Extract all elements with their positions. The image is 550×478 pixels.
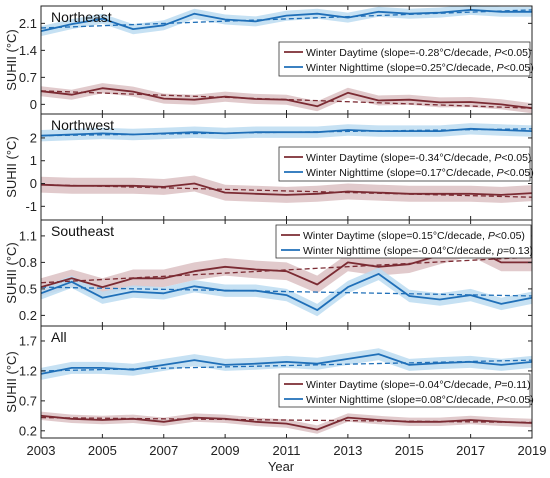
y-tick-label-northeast: 1.4 [19,43,37,58]
y-axis-label-northeast: SUHII (°C) [4,29,19,91]
band-nighttime-northeast [41,4,532,37]
panel-all: 0.2 0.7 1.2 1.7 All SUHII (°C) Winter Daytime … [4,325,534,439]
legend-entry-nighttime: Winter Nighttime (slope=-0.04°C/decade, … [303,245,533,257]
legend-all: Winter Daytime (slope=-0.04°C/decade, P=… [278,373,534,408]
band-nighttime-southeast [41,267,532,317]
trend-line-daytime-southeast [40,256,533,284]
y-tick-label-northwest: 2 [30,130,37,145]
legend-northeast: Winter Daytime (slope=-0.28°C/decade, P<… [278,41,534,77]
y-tick-label-northwest: -1 [25,199,37,214]
y-tick-label-southeast: 1.1 [19,228,37,243]
x-axis-label: Year [268,459,295,474]
x-tick-label: 2013 [333,443,362,458]
y-tick-label-southeast: 0.8 [19,255,37,270]
panel-northwest: -1 0 1 2 Northwest SUHII (°C) Winter Daytime (… [4,113,534,221]
legend-box-northeast [278,41,531,77]
panel-northeast: 0 0.7 1.4 2.1 Northeast SUHII (°C) Winter Dayt… [4,4,534,115]
series-line-nighttime-northwest [40,127,533,137]
series-line-daytime-northwest [40,182,533,196]
y-tick-label-northwest: 0 [30,176,37,191]
trend-line-daytime-northeast [40,90,533,109]
y-tick-label-all: 1.2 [19,363,37,378]
series-line-nighttime-northeast [40,8,532,32]
y-tick-label-northwest: 1 [30,153,37,168]
series-line-daytime-all [40,414,533,431]
y-tick-label-all: 0.2 [19,423,37,438]
legend-southeast: Winter Daytime (slope=0.15°C/decade, P<0… [275,224,533,259]
panel-title-all: All [51,329,67,345]
y-tick-label-northeast: 0 [30,97,37,112]
x-tick-label: 2011 [273,443,301,458]
y-tick-label-southeast: 0.5 [19,281,37,296]
x-tick-label: 2009 [211,443,240,458]
x-tick-label: 2007 [149,443,178,458]
trend-line-nighttime-southeast [40,286,533,297]
panels-group: 0 0.7 1.4 2.1 Northeast SUHII (°C) Winter Dayt… [4,4,534,439]
series-line-nighttime-southeast [40,272,533,312]
y-tick-label-northeast: 0.7 [19,70,37,85]
y-axis-label-northwest: SUHII (°C) [4,136,19,198]
band-nighttime-all [41,348,532,380]
y-tick-label-northeast: 2.1 [19,16,37,31]
trend-line-daytime-northwest [40,184,533,198]
panel-title-northwest: Northwest [51,117,114,133]
legend-entry-nighttime: Winter Nighttime (slope=0.25°C/decade, P… [306,62,534,74]
legend-entry-daytime: Winter Daytime (slope=0.15°C/decade, P<0… [303,230,525,242]
band-daytime-southeast [41,238,532,296]
legend-entry-nighttime: Winter Nighttime (slope=0.08°C/decade, P… [306,394,534,406]
legend-entry-daytime: Winter Daytime (slope=-0.28°C/decade, P<… [306,47,531,59]
series-line-daytime-northeast [40,87,533,110]
x-tick-label: 2017 [456,443,485,458]
y-axis-label-southeast: SUHII (°C) [4,242,19,304]
y-tick-label-southeast: 0.2 [19,308,37,323]
band-daytime-northwest [41,175,532,203]
band-daytime-northeast [41,83,532,114]
panel-southeast: 0.2 0.5 0.8 1.1 Southeast SUHII (°C) Winter Da… [4,219,533,327]
x-tick-label: 2015 [395,443,424,458]
panel-title-southeast: Southeast [51,223,114,239]
legend-northwest: Winter Daytime (slope=-0.34°C/decade, P<… [278,146,534,182]
series-line-nighttime-all [40,353,533,375]
y-tick-label-all: 1.7 [19,333,37,348]
x-tick-label: 2003 [27,443,56,458]
legend-entry-daytime: Winter Daytime (slope=-0.04°C/decade, P=… [306,379,531,391]
x-tick-label: 2005 [88,443,117,458]
legend-entry-nighttime: Winter Nighttime (slope=0.17°C/decade, P… [306,167,534,179]
y-axis-label-all: SUHII (°C) [4,351,19,413]
legend-entry-daytime: Winter Daytime (slope=-0.34°C/decade, P<… [306,152,531,164]
panel-title-northeast: Northeast [51,9,112,25]
legend-box-all [278,373,531,408]
x-tick-label: 2019 [518,443,547,458]
x-axis: 2003 2005 2007 2009 2011 2013 2015 2017 2019 [27,443,547,458]
y-tick-label-all: 0.7 [19,393,37,408]
legend-box-southeast [275,224,532,259]
legend-box-northwest [278,146,531,182]
